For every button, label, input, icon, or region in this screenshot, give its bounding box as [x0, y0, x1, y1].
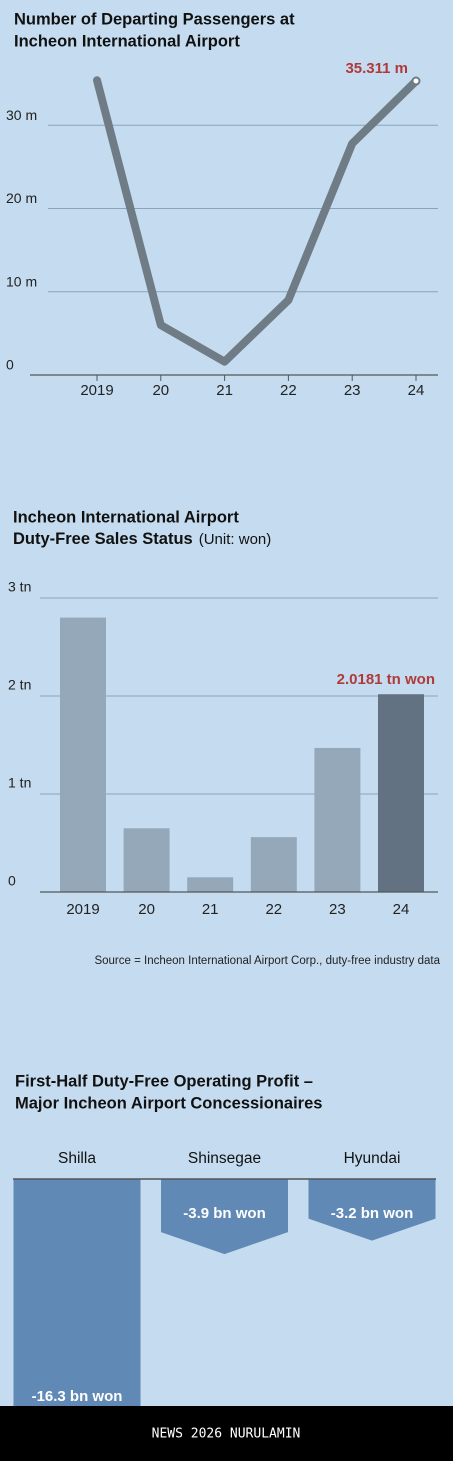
y-tick-label: 1 tn: [8, 775, 31, 791]
x-tick-label: 21: [216, 382, 233, 399]
chart-title: Incheon International Airport: [14, 32, 240, 50]
x-tick-label: 23: [344, 382, 361, 399]
x-tick-label: 21: [202, 901, 219, 918]
y-tick-label: 20 m: [6, 190, 37, 206]
y-tick-label: 0: [6, 357, 14, 373]
x-tick-label: 24: [393, 901, 410, 918]
y-tick-label: 2 tn: [8, 677, 31, 693]
bar: [378, 694, 424, 892]
value-label: -3.2 bn won: [331, 1205, 414, 1222]
category-label: Shilla: [58, 1150, 96, 1167]
profit-bars: [13, 1179, 436, 1406]
bar: [187, 877, 234, 892]
y-tick-label: 10 m: [6, 273, 37, 289]
profit-bar: [13, 1179, 141, 1406]
profit-bar: [161, 1179, 288, 1255]
x-tick-label: 24: [408, 382, 425, 399]
source-note: Source = Incheon International Airport C…: [94, 955, 440, 967]
profit-bar: [308, 1179, 436, 1241]
y-tick-label: 3 tn: [8, 579, 31, 595]
x-tick-label: 2019: [80, 382, 113, 399]
x-tick-label: 22: [265, 901, 282, 918]
end-point: [411, 76, 421, 86]
value-label: -16.3 bn won: [32, 1388, 123, 1405]
x-tick-label: 20: [152, 382, 169, 399]
chart-subtitle: (Unit: won): [199, 531, 272, 548]
category-label: Hyundai: [344, 1150, 401, 1167]
bar: [123, 828, 170, 892]
y-tick-label: 0: [8, 873, 16, 889]
chart-title: Incheon International Airport: [13, 508, 239, 526]
chart-title: Major Incheon Airport Concessionaires: [15, 1094, 322, 1112]
chart-title: Number of Departing Passengers at: [14, 10, 295, 28]
x-tick-label: 22: [280, 382, 297, 399]
chart-title: Duty-Free Sales Status (Unit: won): [13, 530, 271, 548]
x-tick-label: 2019: [66, 901, 99, 918]
bar: [250, 837, 297, 892]
category-label: Shinsegae: [188, 1150, 261, 1167]
x-tick-label: 20: [138, 901, 155, 918]
value-label: 2.0181 tn won: [337, 671, 435, 688]
y-tick-label: 30 m: [6, 107, 37, 123]
value-label: 35.311 m: [345, 60, 408, 77]
chart-title: First-Half Duty-Free Operating Profit –: [15, 1072, 313, 1090]
footer-text: NEWS 2026 NURULAMIN: [152, 1427, 301, 1442]
x-tick-label: 23: [329, 901, 346, 918]
data-line: [93, 76, 420, 366]
chart-title: Duty-Free Sales Status: [13, 530, 193, 548]
value-label: -3.9 bn won: [183, 1205, 266, 1222]
footer-bar: [0, 1406, 453, 1461]
bar: [60, 617, 106, 892]
bar: [314, 747, 361, 892]
